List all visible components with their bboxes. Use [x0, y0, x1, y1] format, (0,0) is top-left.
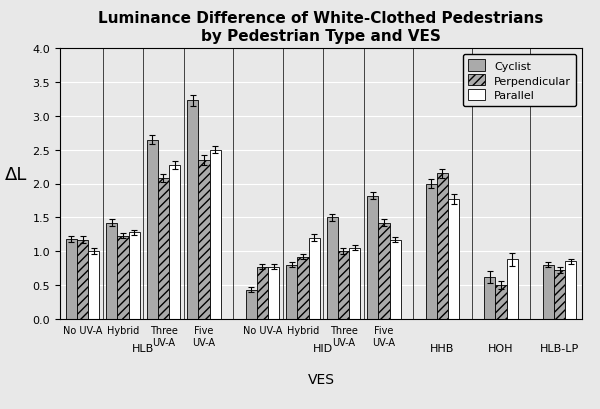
Bar [88, 252, 100, 319]
Bar [448, 200, 460, 319]
Bar [209, 151, 221, 319]
Bar [506, 260, 518, 319]
Bar [268, 267, 280, 319]
Bar [187, 101, 199, 319]
Bar [146, 140, 158, 319]
Bar [565, 262, 577, 319]
Y-axis label: ΔL: ΔL [5, 166, 27, 184]
Bar [379, 223, 389, 319]
Bar [65, 239, 77, 319]
Bar [326, 218, 338, 319]
Bar [128, 233, 140, 319]
Bar [308, 238, 320, 319]
Bar [484, 277, 496, 319]
Bar [554, 270, 565, 319]
Bar [245, 290, 257, 319]
Bar [106, 223, 118, 319]
Bar [257, 267, 268, 319]
Bar [298, 257, 308, 319]
X-axis label: VES: VES [308, 372, 335, 386]
Bar [199, 160, 209, 319]
Bar [389, 240, 401, 319]
Bar [367, 196, 379, 319]
Legend: Cyclist, Perpendicular, Parallel: Cyclist, Perpendicular, Parallel [463, 55, 577, 107]
Bar [118, 236, 128, 319]
Bar [349, 248, 361, 319]
Bar [169, 166, 181, 319]
Bar [338, 252, 349, 319]
Title: Luminance Difference of White-Clothed Pedestrians
by Pedestrian Type and VES: Luminance Difference of White-Clothed Pe… [98, 11, 544, 44]
Bar [496, 285, 506, 319]
Bar [437, 174, 448, 319]
Text: HHB: HHB [430, 343, 455, 353]
Text: HID: HID [313, 343, 334, 353]
Text: HLB-LP: HLB-LP [540, 343, 579, 353]
Bar [542, 265, 554, 319]
Text: HOH: HOH [488, 343, 514, 353]
Bar [77, 240, 88, 319]
Bar [286, 265, 298, 319]
Bar [425, 184, 437, 319]
Text: HLB: HLB [132, 343, 154, 353]
Bar [158, 179, 169, 319]
